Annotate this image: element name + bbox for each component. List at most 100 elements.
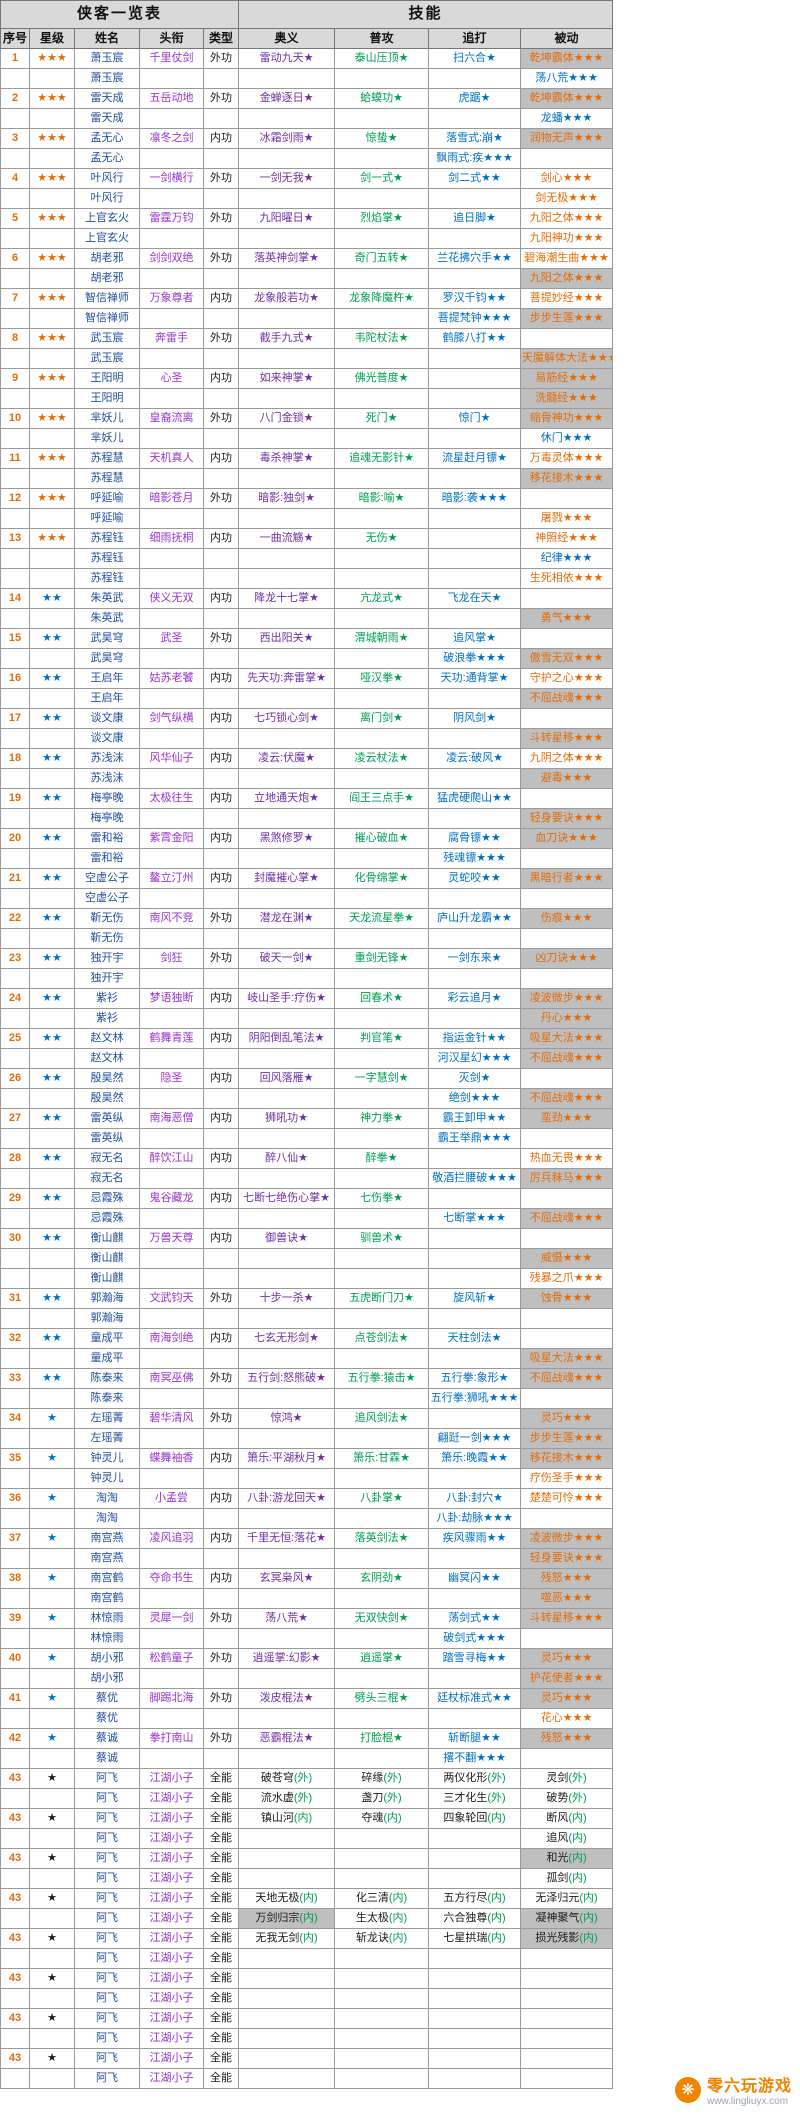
table-row: 11 ★★★ 苏程慧 天机真人 内功 毒杀神掌★ 追魂无影针★ 流星赶月镖★ 万毒灵体★★★ <box>0 448 614 469</box>
skill-pugong-cell <box>334 808 430 829</box>
skill-scope-suffix: (外) <box>487 1772 506 1785</box>
skill-pugong-cell <box>334 388 430 409</box>
skill-beidong-cell: 生死相依★★★ <box>520 568 614 589</box>
skill-text: 菩提妙经★★★ <box>529 292 604 305</box>
skill-beidong-cell: 乾坤霸体★★★ <box>520 88 614 109</box>
type-cell: 外功 <box>202 1688 240 1709</box>
skill-text: 渭城朝雨★ <box>354 632 409 645</box>
skill-zhuida-cell <box>428 2008 522 2029</box>
type-cell <box>202 1428 240 1449</box>
seq-cell: 15 <box>0 628 30 649</box>
skill-aoyi-cell <box>238 848 336 869</box>
stars-cell <box>29 568 75 589</box>
skill-scope-suffix: (外) <box>383 1772 402 1785</box>
type-cell <box>202 1088 240 1109</box>
type-cell: 外功 <box>202 948 240 969</box>
type-cell <box>202 1748 240 1769</box>
seq-cell: 21 <box>0 868 30 889</box>
name-cell: 上官玄火 <box>74 228 140 249</box>
type-cell: 内功 <box>202 1108 240 1129</box>
stars-cell: ★★ <box>29 1068 75 1089</box>
skill-zhuida-cell: 腐骨镖★★ <box>428 828 522 849</box>
type-cell <box>202 228 240 249</box>
type-cell: 内功 <box>202 448 240 469</box>
skill-pugong-cell: 一字慧剑★ <box>334 1068 430 1089</box>
seq-cell <box>0 648 30 669</box>
name-cell: 郭瀚海 <box>74 1308 140 1329</box>
skill-scope-suffix: (外) <box>293 1792 313 1805</box>
table-row: 20 ★★ 雷和裕 紫霄金阳 内功 黑煞修罗★ 摧心破血★ 腐骨镖★★ 血刀诀★★★ <box>0 828 614 849</box>
seq-cell: 20 <box>0 828 30 849</box>
seq-cell <box>0 1388 30 1409</box>
skill-text: ★ <box>47 1532 57 1545</box>
skill-text: 九阴之体★★★ <box>529 752 604 765</box>
skill-aoyi-cell <box>238 388 336 409</box>
stars-cell: ★ <box>29 1848 75 1869</box>
skill-zhuida-cell <box>428 1228 522 1249</box>
skill-text: 热血无畏★★★ <box>529 1152 604 1165</box>
table-row: 雷和裕 残魂镖★★★ <box>0 848 614 869</box>
skill-beidong-cell: 移花接木★★★ <box>520 468 614 489</box>
skill-pugong-cell <box>334 1828 430 1849</box>
table-row: 殷昊然 绝剑★★★ 不屈战魂★★★ <box>0 1088 614 1109</box>
skill-text: 凌云:破风★ <box>446 752 503 765</box>
type-cell: 内功 <box>202 748 240 769</box>
title-cell <box>139 428 204 449</box>
skill-zhuida-cell <box>428 428 522 449</box>
skill-aoyi-cell: 破苍穹(外) <box>238 1768 336 1789</box>
stars-cell <box>29 188 75 209</box>
skill-pugong-cell: 五行拳:猿击★ <box>334 1368 430 1389</box>
name-cell: 阿飞 <box>74 1828 140 1849</box>
skill-beidong-cell: 残怒★★★ <box>520 1568 614 1589</box>
skill-beidong-cell <box>520 2028 614 2049</box>
skill-text: 吸星大法★★★ <box>529 1352 604 1365</box>
skill-text: 封魔摧心掌★ <box>254 872 319 885</box>
skill-beidong-cell: 楚楚可怜★★★ <box>520 1488 614 1509</box>
skill-text: 廷杖标准式★★ <box>437 1692 512 1705</box>
name-cell: 谈文康 <box>74 728 140 749</box>
type-cell <box>202 188 240 209</box>
skill-pugong-cell <box>334 548 430 569</box>
name-cell: 呼延喻 <box>74 508 140 529</box>
type-cell <box>202 508 240 529</box>
skill-pugong-cell: 追魂无影针★ <box>334 448 430 469</box>
table-row: 43 ★ 阿飞 江湖小子 全能 镇山河(内) 夺魂(内) 四象轮回(内) 断风(内) <box>0 1808 614 1829</box>
skill-zhuida-cell: 落雪式:崩★ <box>428 128 522 149</box>
skill-text: 移花接木★★★ <box>529 472 604 485</box>
skill-beidong-cell <box>520 1508 614 1529</box>
skill-beidong-cell: 蛮劲★★★ <box>520 1108 614 1129</box>
skill-text: 霸王卸甲★★ <box>442 1112 507 1125</box>
name-cell: 钟灵儿 <box>74 1468 140 1489</box>
type-cell: 内功 <box>202 1488 240 1509</box>
skill-aoyi-cell <box>238 228 336 249</box>
skill-beidong-cell: 勇气★★★ <box>520 608 614 629</box>
skill-text: 斩龙诀(内) <box>355 1932 408 1945</box>
skill-pugong-cell: 斩龙诀(内) <box>334 1928 430 1949</box>
title-cell <box>139 568 204 589</box>
skill-text: 凌云杖法★ <box>354 752 409 765</box>
table-row: 15 ★★ 武昊穹 武圣 外功 西出阳关★ 渭城朝雨★ 追风掌★ <box>0 628 614 649</box>
skill-zhuida-cell: 一剑东来★ <box>428 948 522 969</box>
skill-pugong-cell: 打脸棍★ <box>334 1728 430 1749</box>
table-row: 郭瀚海 <box>0 1308 614 1329</box>
skill-text: 旋风斩★ <box>453 1292 496 1305</box>
name-cell: 孟无心 <box>74 128 140 149</box>
column-header-stars: 星级 <box>29 28 75 49</box>
table-row: 林惊雨 破剑式★★★ <box>0 1628 614 1649</box>
skill-zhuida-cell <box>428 548 522 569</box>
skill-text: 踏雪寻梅★★ <box>442 1652 507 1665</box>
skill-aoyi-cell <box>238 1848 336 1869</box>
seq-cell: 39 <box>0 1608 30 1629</box>
type-cell: 外功 <box>202 1408 240 1429</box>
skill-text: 轻身要诀★★★ <box>529 1552 604 1565</box>
skill-text: 四象轮回(内) <box>443 1812 506 1825</box>
table-row: 忌霞殊 七断掌★★★ 不屈战魂★★★ <box>0 1208 614 1229</box>
name-cell: 上官玄火 <box>74 208 140 229</box>
seq-cell: 42 <box>0 1728 30 1749</box>
name-cell: 阿飞 <box>74 1848 140 1869</box>
title-cell: 文武钧天 <box>139 1288 204 1309</box>
title-cell: 江湖小子 <box>139 1988 204 2009</box>
type-cell <box>202 388 240 409</box>
skill-aoyi-cell: 潜龙在渊★ <box>238 908 336 929</box>
table-row: 阿飞 江湖小子 全能 追风(内) <box>0 1828 614 1849</box>
